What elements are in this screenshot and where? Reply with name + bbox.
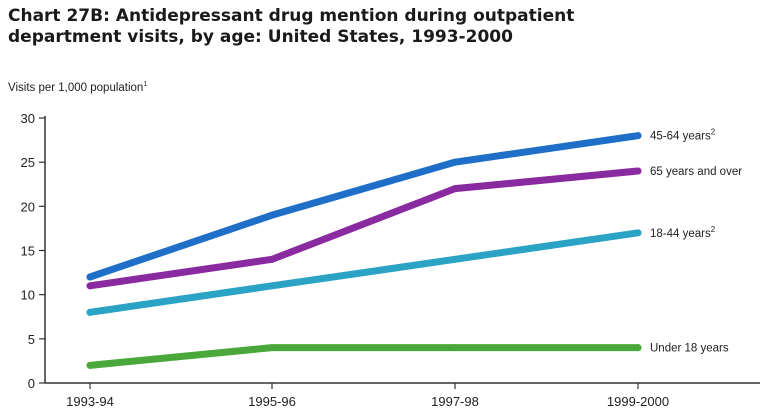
series-label-name: 65 years and over xyxy=(650,166,742,178)
series-label-name: 18-44 years xyxy=(650,228,711,240)
data-point xyxy=(451,255,459,263)
y-tick-label: 10 xyxy=(21,288,35,303)
series-label: Under 18 years xyxy=(650,343,729,355)
series-line xyxy=(86,132,642,281)
series-label: 45-64 years2 xyxy=(650,128,716,143)
data-point xyxy=(268,344,276,352)
y-tick-label: 25 xyxy=(21,155,35,170)
data-point xyxy=(451,344,459,352)
y-axis-label-text: Visits per 1,000 population xyxy=(8,81,144,94)
y-tick-label: 15 xyxy=(21,244,35,259)
series-line xyxy=(86,344,642,369)
y-axis-label-footnote: 1 xyxy=(143,81,148,88)
y-axis-label: Visits per 1,000 population1 xyxy=(8,81,147,94)
series-label-name: 45-64 years xyxy=(650,131,711,143)
chart-axes: 0 5 10 15 20 25 30 1993-94 1995-96 1997-98 1999-20… xyxy=(21,111,760,409)
x-tick-label: 1997-98 xyxy=(431,394,479,409)
data-point xyxy=(451,158,459,166)
series-label: 18-44 years2 xyxy=(650,225,716,240)
data-point xyxy=(451,185,459,193)
series-label-footnote: 2 xyxy=(711,225,716,234)
chart-title-line-1: Chart 27B: Antidepressant drug mention d… xyxy=(8,6,575,26)
data-point xyxy=(86,273,94,281)
data-point xyxy=(634,167,642,175)
x-tick-label: 1999-2000 xyxy=(607,394,669,409)
data-point xyxy=(634,229,642,237)
data-point xyxy=(86,361,94,369)
series-line xyxy=(86,229,642,316)
series-line xyxy=(86,167,642,290)
data-point xyxy=(634,344,642,352)
x-tick-label: 1995-96 xyxy=(248,394,296,409)
series-label-name: Under 18 years xyxy=(650,343,729,355)
data-point xyxy=(268,255,276,263)
chart-title: Chart 27B: Antidepressant drug mention d… xyxy=(8,6,574,48)
data-point xyxy=(634,132,642,140)
data-point xyxy=(86,282,94,290)
chart-series xyxy=(86,132,642,369)
data-point xyxy=(268,282,276,290)
data-point xyxy=(268,211,276,219)
y-tick-label: 30 xyxy=(21,111,35,126)
data-point xyxy=(86,308,94,316)
series-label: 65 years and over xyxy=(650,166,742,178)
y-tick-label: 20 xyxy=(21,199,35,214)
series-label-footnote: 2 xyxy=(711,128,716,137)
chart-title-line-2: department visits, by age: United States… xyxy=(8,27,513,47)
y-tick-label: 0 xyxy=(28,376,35,391)
y-tick-label: 5 xyxy=(28,332,35,347)
x-tick-label: 1993-94 xyxy=(66,394,114,409)
